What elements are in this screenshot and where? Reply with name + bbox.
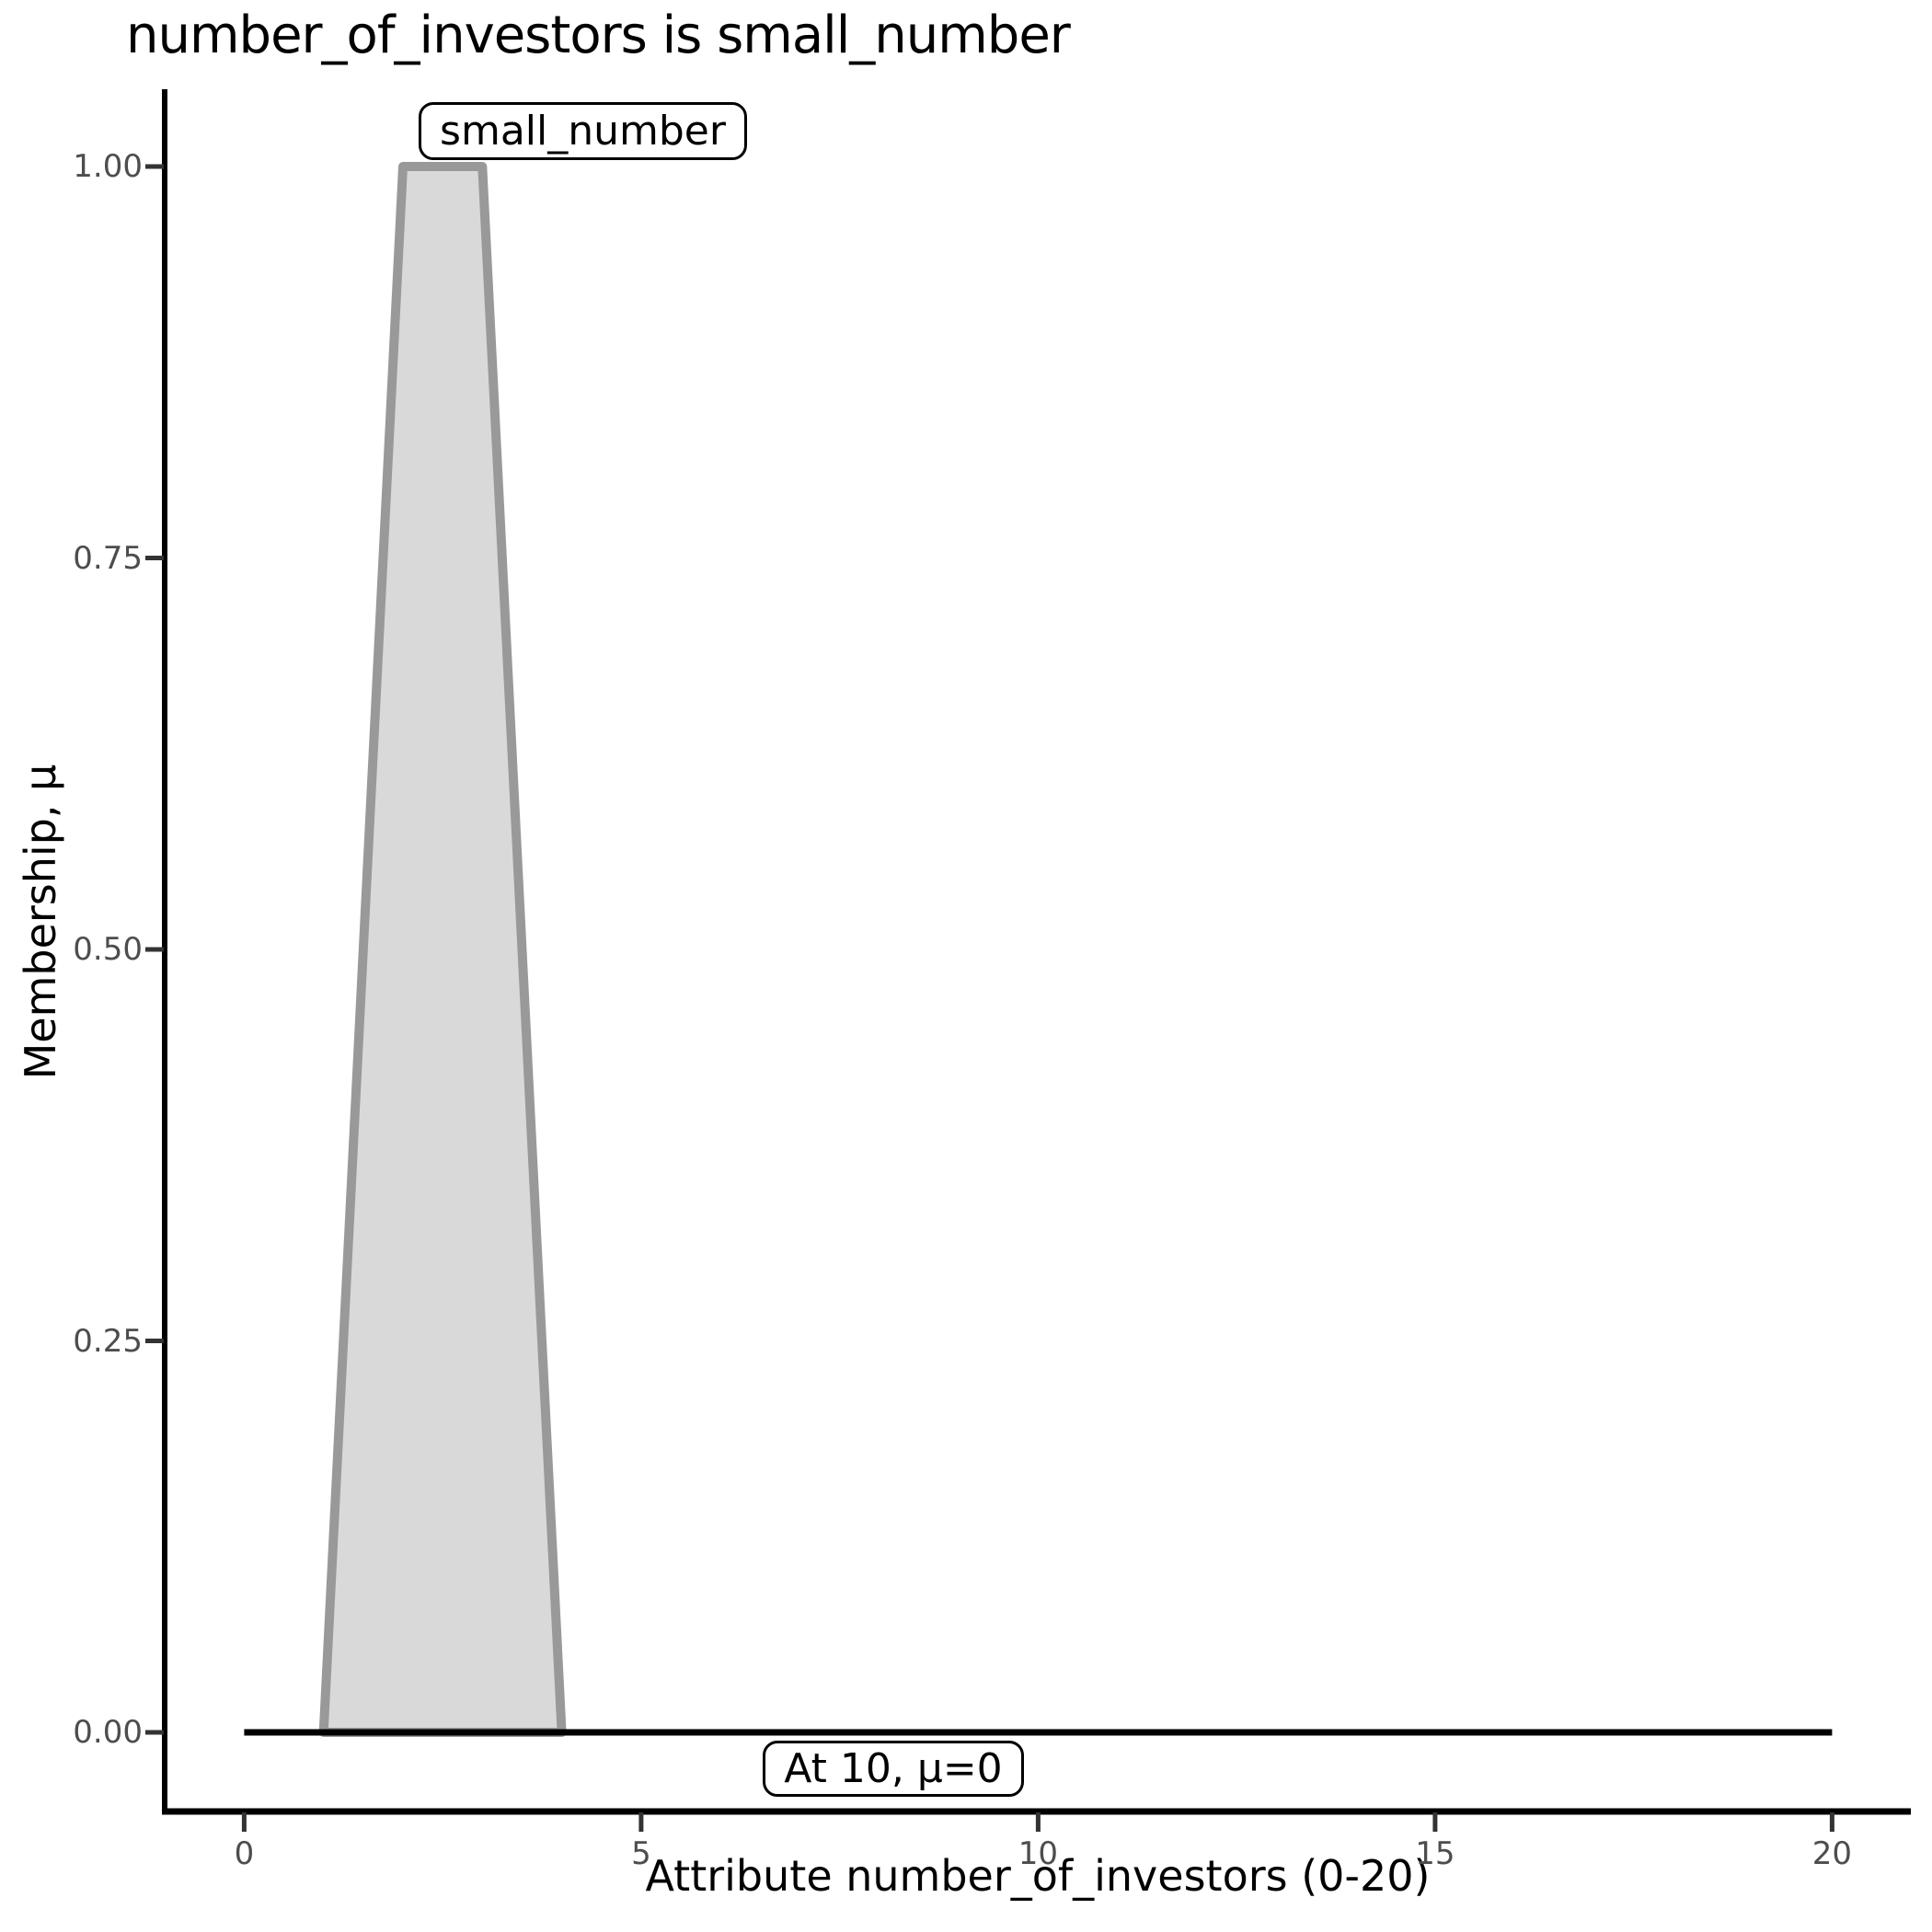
chart-title: number_of_investors is small_number	[126, 6, 1071, 65]
membership-function-area	[318, 162, 567, 1737]
y-tick-label: 0.25	[73, 1322, 143, 1360]
annotation-set-name: small_number	[419, 102, 747, 160]
x-tick-label: 0	[234, 1835, 255, 1872]
y-axis-title: Membership, μ	[16, 764, 65, 1080]
x-tick-label: 20	[1811, 1835, 1853, 1872]
y-tick-marks	[145, 164, 164, 1735]
x-tick-label: 15	[1415, 1835, 1455, 1872]
x-axis-title: Attribute number_of_investors (0-20)	[645, 1851, 1431, 1901]
annotation-membership-value: At 10, μ=0	[763, 1741, 1024, 1797]
x-tick-label: 10	[1018, 1835, 1059, 1872]
y-tick-label: 0.50	[73, 931, 143, 968]
y-tick-label: 0.00	[73, 1714, 143, 1751]
annotation-membership-value-text: At 10, μ=0	[784, 1745, 1003, 1792]
y-tick-label: 0.75	[73, 539, 143, 577]
x-tick-marks	[241, 1812, 1834, 1832]
annotation-set-name-text: small_number	[440, 108, 726, 155]
y-tick-label: 1.00	[73, 148, 143, 185]
x-tick-label: 5	[631, 1835, 651, 1872]
